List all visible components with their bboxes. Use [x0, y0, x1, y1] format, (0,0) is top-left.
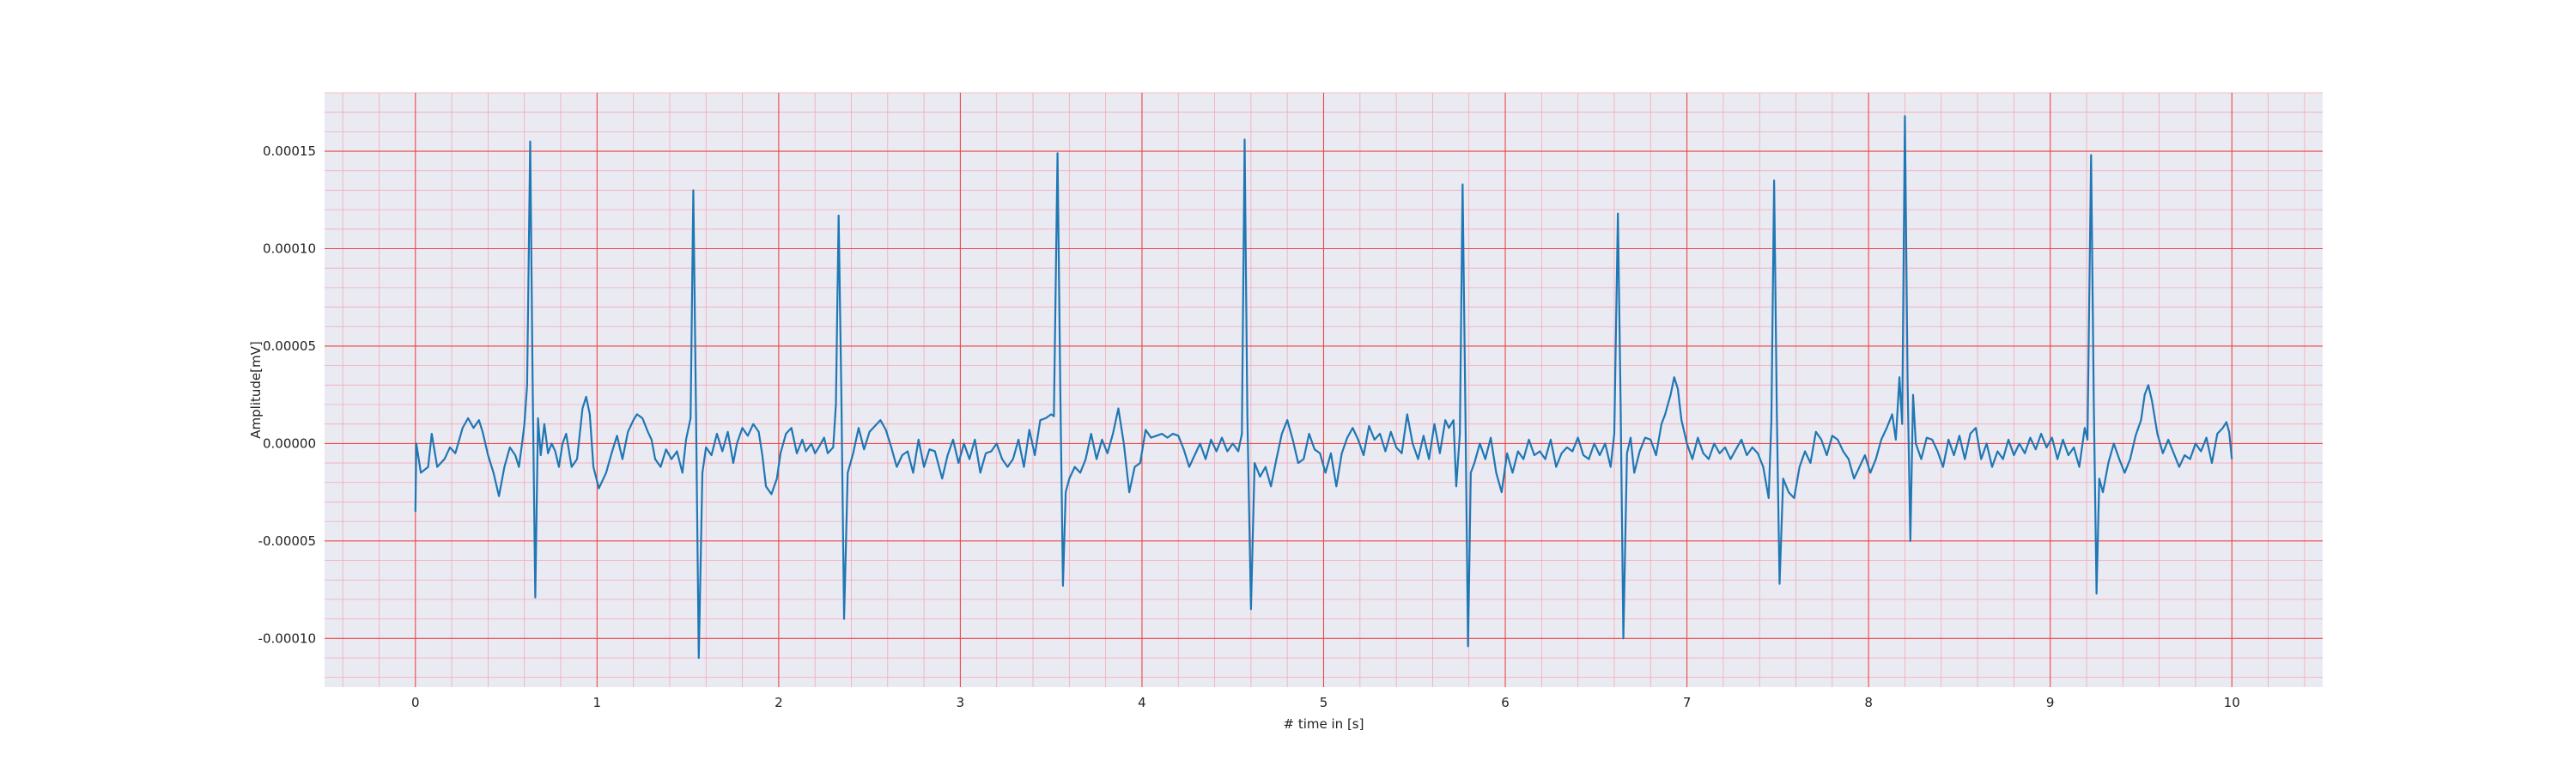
x-tick-label: 4 [1138, 695, 1146, 710]
x-tick-label: 2 [775, 695, 783, 710]
x-tick-label: 6 [1501, 695, 1510, 710]
y-tick-label: 0.00000 [263, 435, 316, 451]
y-axis-label: Amplitude[mV] [248, 341, 264, 438]
x-tick-label: 0 [411, 695, 420, 710]
y-tick-label: -0.00010 [258, 630, 316, 646]
ecg-series-line [414, 115, 2233, 660]
y-tick-label: -0.00005 [258, 533, 316, 549]
x-tick-label: 9 [2046, 695, 2055, 710]
x-tick-label: 8 [1864, 695, 1873, 710]
x-tick-label: 10 [2224, 695, 2240, 710]
y-tick-label: 0.00015 [263, 143, 316, 159]
major-grid [325, 93, 2323, 687]
y-tick-label: 0.00010 [263, 241, 316, 257]
x-axis-label: # time in [s] [1284, 716, 1364, 732]
x-tick-labels: 0 1 2 3 4 5 6 7 8 9 10 [411, 695, 2240, 710]
x-tick-label: 5 [1320, 695, 1328, 710]
x-tick-label: 7 [1683, 695, 1692, 710]
x-tick-label: 3 [957, 695, 965, 710]
y-tick-label: 0.00005 [263, 338, 316, 354]
x-tick-label: 1 [593, 695, 602, 710]
y-tick-labels: -0.00010 -0.00005 0.00000 0.00005 0.00010 0.0… [258, 143, 316, 646]
